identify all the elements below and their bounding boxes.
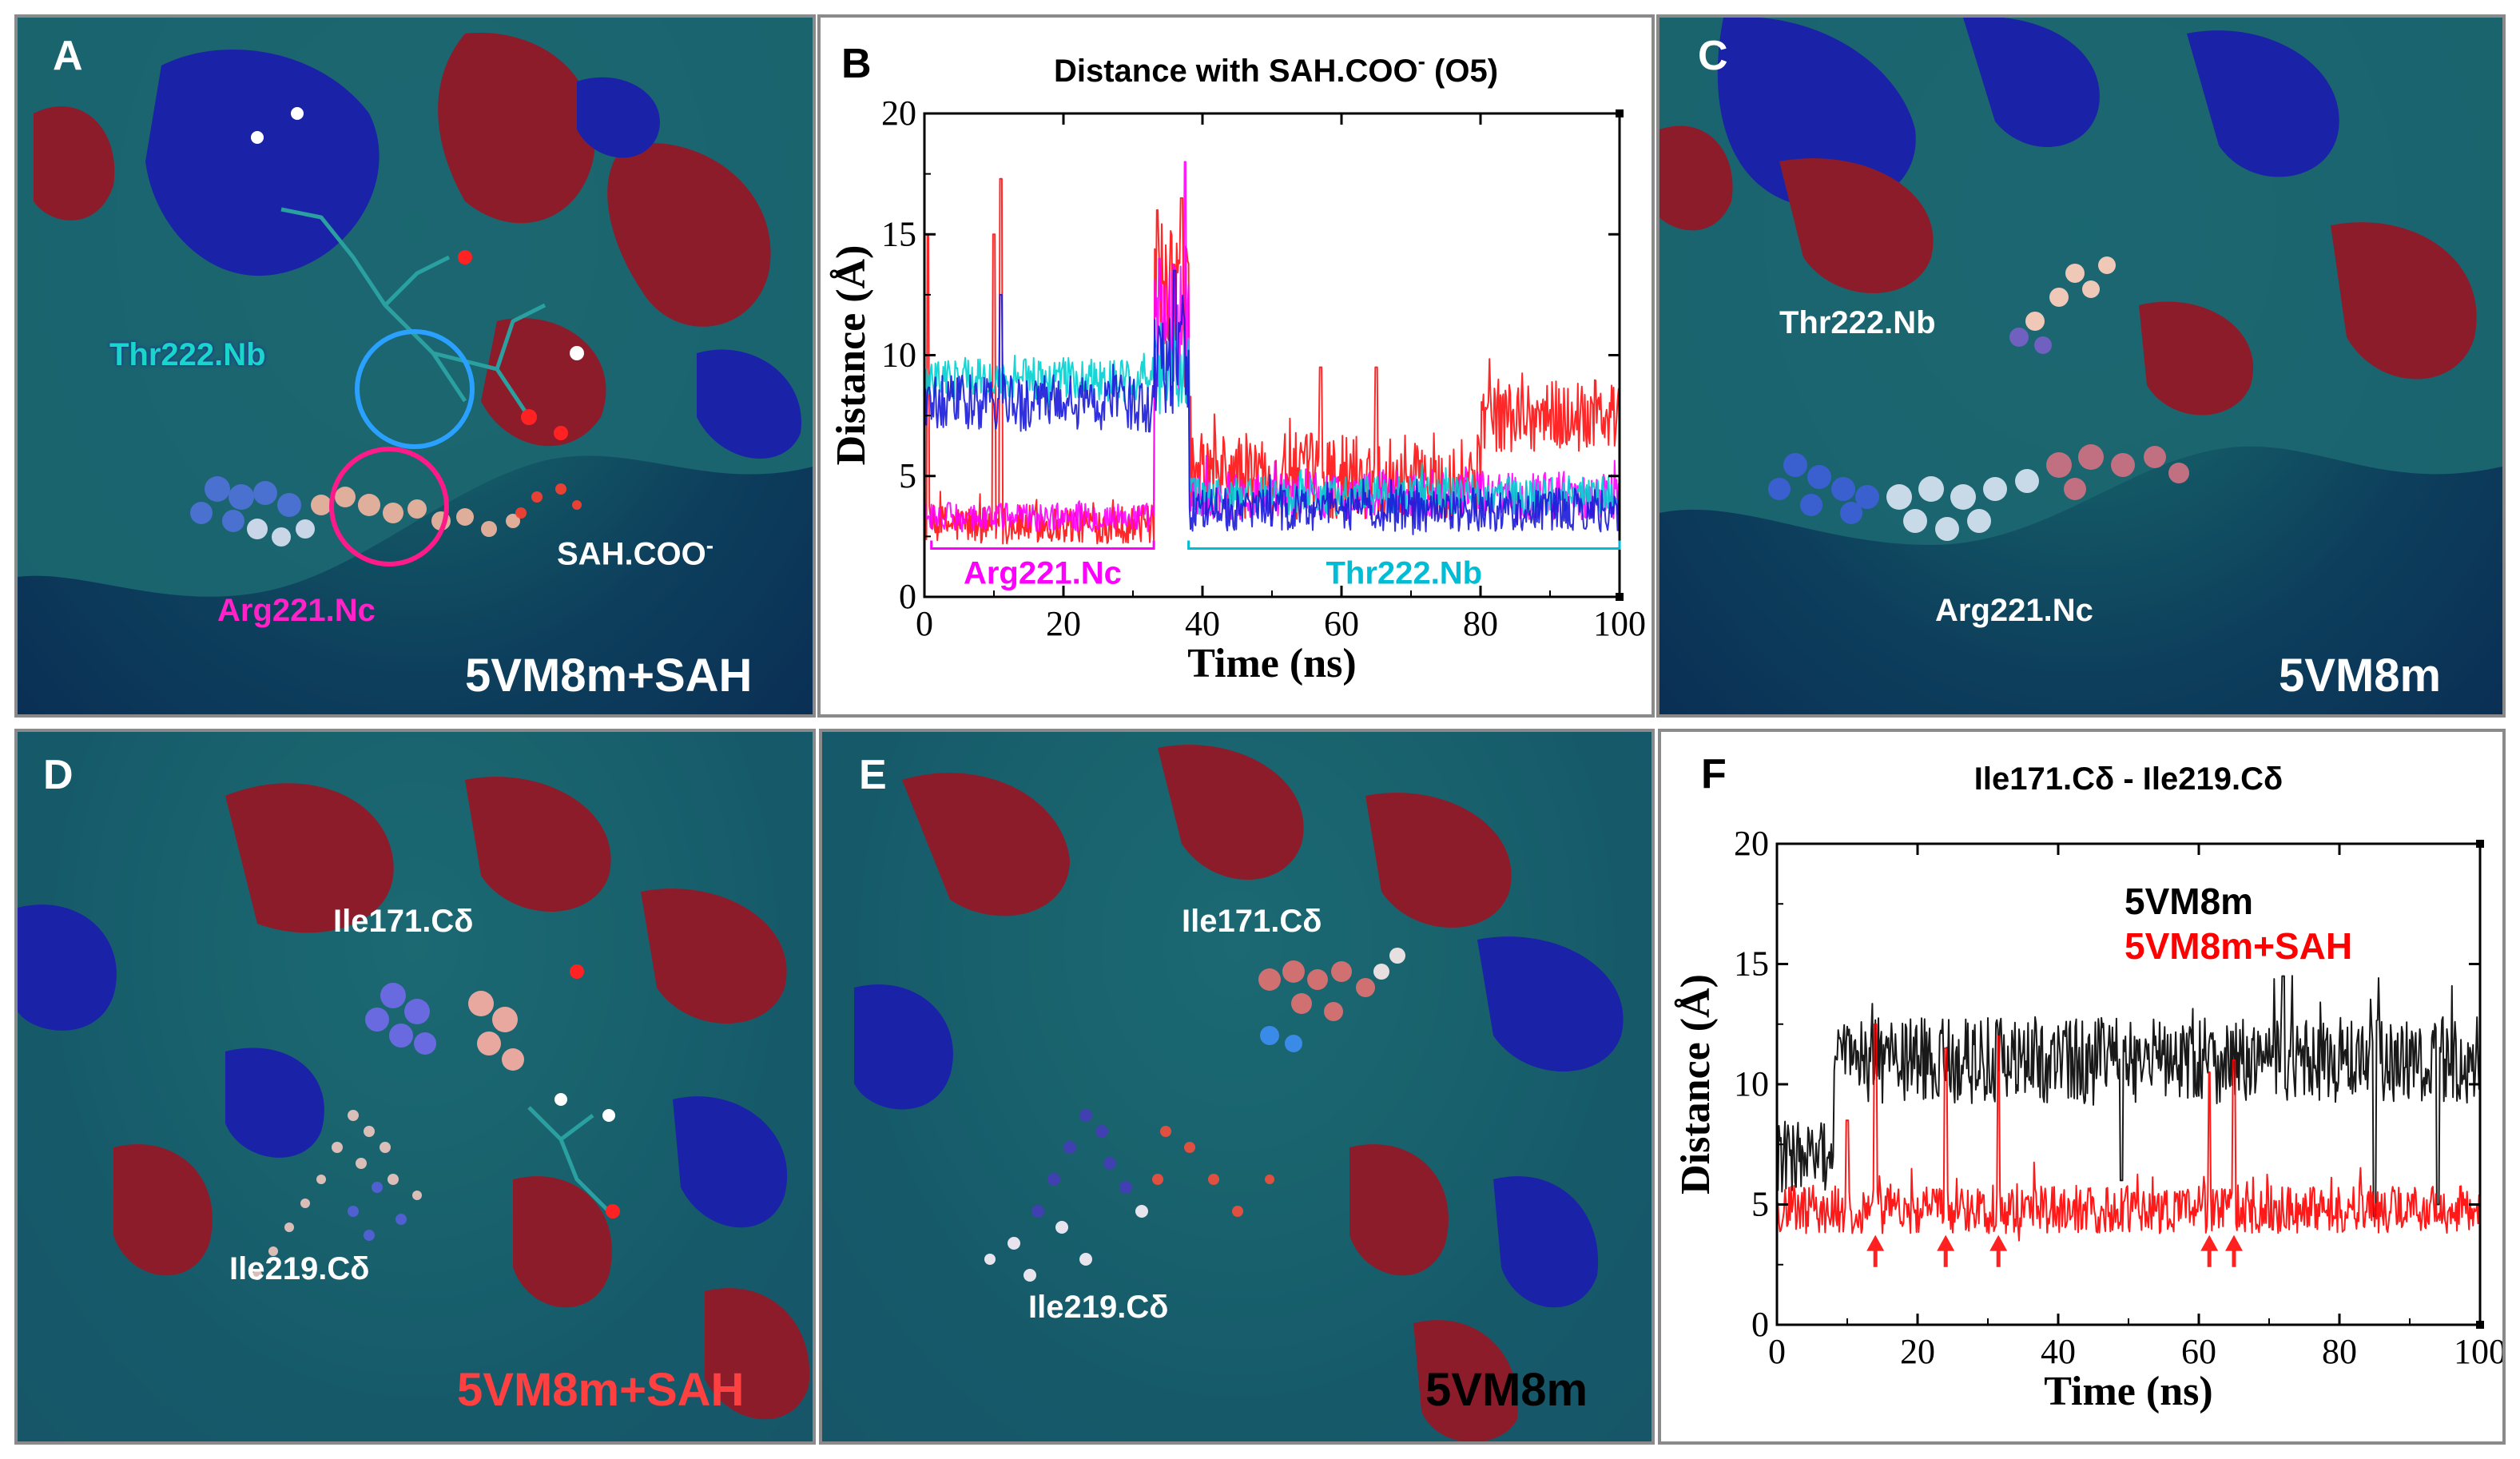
legend-entry-1: 5VM8m+SAH bbox=[2125, 925, 2352, 967]
caption-c: 5VM8m bbox=[2279, 650, 2442, 702]
y-tick-label: 15 bbox=[1734, 944, 1769, 984]
x-axis-label: Time (ns) bbox=[1187, 641, 1356, 686]
series-line-1 bbox=[1776, 1023, 2481, 1242]
molecular-render-c bbox=[1659, 18, 2502, 545]
x-tick-label: 0 bbox=[1768, 1332, 1786, 1371]
series-line-3 bbox=[924, 269, 1620, 535]
annotation-label-0: Arg221.Nc bbox=[964, 556, 1122, 591]
annotation-label-1: Thr222.Nb bbox=[1326, 556, 1482, 591]
chart-b-svg: B Distance with SAH.COO- (O5)0 20 40 60 80 100… bbox=[829, 41, 1646, 686]
y-tick-label: 0 bbox=[1751, 1305, 1769, 1344]
y-tick-label: 20 bbox=[881, 93, 916, 133]
chart-title: Distance with SAH.COO- (O5) bbox=[1054, 49, 1498, 89]
x-tick-label: 80 bbox=[1463, 604, 1498, 643]
chart-title-main: Distance with SAH.COO bbox=[1054, 54, 1418, 89]
x-tick-label: 20 bbox=[1046, 604, 1081, 643]
label-sah-coo-text: SAH.COO bbox=[557, 536, 706, 572]
label-arg221: Arg221.Nc bbox=[217, 593, 376, 628]
x-tick-label: 60 bbox=[2181, 1332, 2216, 1371]
y-tick-label: 15 bbox=[881, 214, 916, 253]
y-tick-label: 10 bbox=[881, 336, 916, 375]
annotation-bracket-1 bbox=[1187, 540, 1621, 550]
chart-title-main: Ile171.Cδ - Ile219.Cδ bbox=[1974, 761, 2283, 797]
panel-b: B Distance with SAH.COO- (O5) 0 20 40 60 80 100… bbox=[817, 14, 1655, 718]
event-arrow-head-0 bbox=[1866, 1234, 1885, 1251]
y-axis-label: Distance (Å) bbox=[829, 245, 874, 466]
chart-title: Ile171.Cδ - Ile219.Cδ bbox=[1974, 761, 2283, 797]
panel-letter-c: C bbox=[1698, 33, 1728, 79]
panel-f: F Ile171.Cδ - Ile219.Cδ 0 20 40 60 80 100 0 5 10 15… bbox=[1658, 729, 2506, 1445]
y-tick-label: 10 bbox=[1734, 1064, 1769, 1103]
label-ile171-e: Ile171.Cδ bbox=[1182, 904, 1322, 939]
event-arrow-head-3 bbox=[2200, 1234, 2219, 1251]
panel-c: C Thr222.Nb Arg221.Nc 5VM8m bbox=[1656, 14, 2506, 718]
y-tick-label: 20 bbox=[1734, 824, 1769, 863]
legend-entry-0: 5VM8m bbox=[2125, 881, 2253, 922]
label-sah-coo-sup: - bbox=[706, 533, 714, 558]
label-thr222-c: Thr222.Nb bbox=[1779, 305, 1936, 340]
event-arrow-head-4 bbox=[2225, 1234, 2243, 1251]
x-tick-label: 60 bbox=[1324, 604, 1359, 643]
chart-title-suffix: (O5) bbox=[1425, 54, 1498, 89]
y-tick-label: 5 bbox=[1751, 1185, 1769, 1224]
panel-letter-e: E bbox=[859, 752, 887, 798]
panel-letter-a: A bbox=[53, 33, 83, 79]
panel-a: A Thr222.Nb SAH.COO- Arg221.Nc 5VM8m+SAH bbox=[14, 14, 816, 718]
caption-a: 5VM8m+SAH bbox=[465, 650, 753, 702]
x-axis-label: Time (ns) bbox=[2044, 1369, 2212, 1414]
x-tick-label: 40 bbox=[1185, 604, 1220, 643]
label-ile219-d: Ile219.Cδ bbox=[229, 1251, 370, 1286]
molecular-render-e bbox=[822, 732, 1652, 1441]
chart-f-svg: F Ile171.Cδ - Ile219.Cδ 0 20 40 60 80 100 0 5 10 15… bbox=[1673, 751, 2506, 1414]
molecular-render-d bbox=[18, 732, 813, 1441]
y-axis-label: Distance (Å) bbox=[1673, 974, 1719, 1195]
label-thr222: Thr222.Nb bbox=[109, 337, 266, 372]
panel-letter-d: D bbox=[43, 752, 74, 798]
event-arrow-head-2 bbox=[1989, 1234, 2008, 1251]
panel-e: E Ile171.Cδ Ile219.Cδ 5VM8m bbox=[819, 729, 1655, 1445]
annotation-bracket-0 bbox=[930, 540, 1155, 550]
series-line-1 bbox=[924, 161, 1620, 533]
caption-e: 5VM8m bbox=[1425, 1364, 1588, 1416]
molecular-render-a bbox=[18, 18, 813, 597]
event-arrow-head-1 bbox=[1937, 1234, 1955, 1251]
y-tick-label: 0 bbox=[899, 577, 916, 616]
panel-letter-f: F bbox=[1701, 751, 1727, 797]
y-tick-label: 5 bbox=[899, 456, 916, 495]
chart-title-sup: - bbox=[1418, 49, 1425, 74]
label-sah-coo: SAH.COO- bbox=[557, 533, 713, 572]
label-arg221-c: Arg221.Nc bbox=[1935, 593, 2093, 628]
x-tick-label: 20 bbox=[1900, 1332, 1935, 1371]
label-ile219-e: Ile219.Cδ bbox=[1028, 1290, 1169, 1325]
caption-d: 5VM8m+SAH bbox=[457, 1364, 745, 1416]
x-tick-label: 100 bbox=[1593, 604, 1646, 643]
panel-letter-b: B bbox=[841, 41, 872, 87]
x-tick-label: 40 bbox=[2041, 1332, 2076, 1371]
x-tick-label: 0 bbox=[916, 604, 933, 643]
label-ile171-d: Ile171.Cδ bbox=[333, 904, 474, 939]
x-tick-label: 80 bbox=[2322, 1332, 2357, 1371]
series-line-0 bbox=[1776, 975, 2481, 1218]
panel-d: D Ile171.Cδ Ile219.Cδ 5VM8m+SAH bbox=[14, 729, 816, 1445]
x-tick-label: 100 bbox=[2454, 1332, 2506, 1371]
